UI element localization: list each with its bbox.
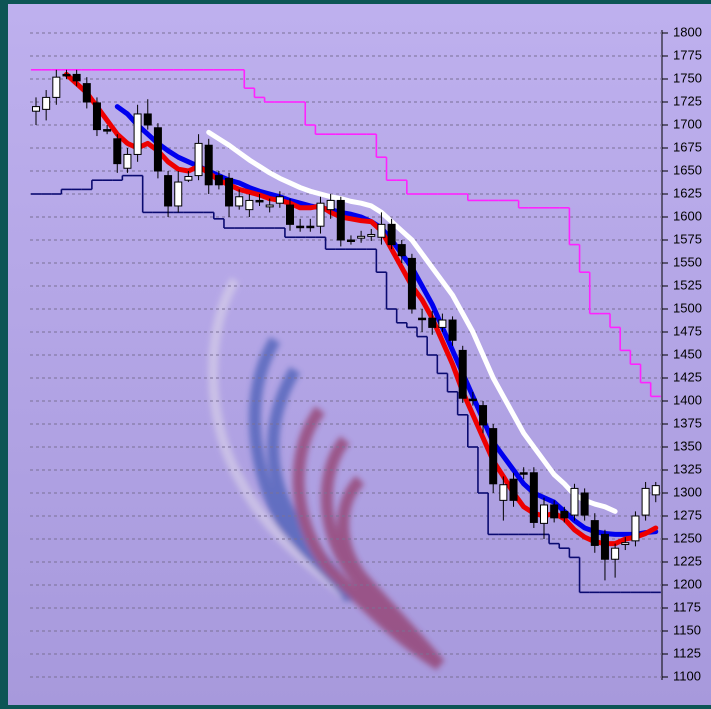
candle-body: [103, 129, 112, 132]
candle-body: [529, 472, 538, 523]
candle-body: [153, 127, 162, 172]
candle-body: [479, 405, 488, 426]
y-tick-label: 1675: [673, 139, 702, 154]
candle-body: [550, 504, 559, 519]
candle-body: [133, 113, 142, 155]
candle-body: [306, 225, 315, 229]
y-tick-label: 1350: [673, 438, 702, 453]
y-tick-label: 1625: [673, 185, 702, 200]
y-tick-label: 1650: [673, 162, 702, 177]
candle-body: [600, 533, 609, 560]
candle-body: [174, 181, 183, 207]
y-tick-label: 1550: [673, 254, 702, 269]
candle-body: [296, 225, 305, 229]
candle-body: [357, 235, 366, 239]
candle-body: [92, 102, 101, 131]
y-tick-label: 1250: [673, 530, 702, 545]
y-tick-label: 1400: [673, 392, 702, 407]
candle-body: [387, 223, 396, 246]
candle-body: [509, 478, 518, 501]
candle-body: [428, 317, 437, 328]
y-tick-label: 1150: [673, 622, 701, 637]
candle-body: [346, 239, 355, 242]
y-tick-label: 1600: [673, 208, 702, 223]
candle-body: [560, 510, 569, 519]
candles-layer: [32, 69, 660, 581]
y-tick-label: 1325: [673, 461, 702, 476]
y-tick-label: 1425: [673, 369, 702, 384]
y-tick-label: 1300: [673, 484, 702, 499]
candle-body: [316, 202, 325, 227]
y-tick-label: 1175: [673, 599, 701, 614]
candle-body: [204, 144, 213, 186]
axis-layer: 1100 1125 1150 1175 1200 1225 1250 1275 1300 1325…: [662, 24, 702, 683]
y-tick-label: 1800: [673, 24, 702, 39]
candle-body: [397, 244, 406, 257]
candle-body: [540, 504, 548, 524]
y-tick-label: 1200: [673, 576, 702, 591]
y-tick-label: 1125: [673, 645, 701, 660]
y-tick-label: 1525: [673, 277, 702, 292]
candle-body: [194, 142, 203, 177]
candle-body: [418, 317, 427, 321]
candle-body: [235, 196, 244, 207]
y-tick-label: 1450: [673, 346, 702, 361]
candle-body: [62, 73, 71, 77]
candle-body: [72, 73, 81, 82]
candle-body: [407, 257, 416, 310]
candle-body: [336, 199, 345, 241]
candle-body: [275, 196, 284, 204]
y-tick-label: 1575: [673, 231, 702, 246]
candle-body: [519, 472, 528, 475]
moving-average-line: [206, 129, 618, 514]
candle-body: [458, 349, 467, 399]
candle-body: [164, 175, 173, 207]
y-tick-label: 1100: [673, 668, 701, 683]
candle-body: [265, 204, 274, 208]
candle-body: [377, 223, 386, 238]
candle-body: [590, 520, 599, 546]
y-tick-label: 1500: [673, 300, 702, 315]
candle-body: [580, 492, 589, 516]
candle-body: [143, 113, 152, 126]
candle-body: [448, 319, 457, 341]
candle-body: [184, 176, 193, 181]
candle-body: [32, 106, 40, 112]
candle-body: [651, 485, 660, 496]
candle-body: [52, 76, 61, 98]
candle-body: [113, 138, 122, 165]
candle-body: [225, 177, 234, 207]
candle-body: [611, 547, 620, 560]
y-tick-label: 1725: [673, 93, 702, 108]
candle-body: [499, 484, 508, 501]
y-tick-label: 1700: [673, 116, 702, 131]
candle-body: [641, 487, 650, 516]
y-tick-label: 1375: [673, 415, 702, 430]
candle-body: [286, 204, 294, 225]
candle-body: [255, 199, 264, 203]
candle-body: [468, 398, 477, 402]
y-tick-label: 1475: [673, 323, 702, 338]
candle-body: [42, 96, 51, 110]
y-tick-label: 1225: [673, 553, 702, 568]
candle-body: [621, 542, 630, 546]
candle-body: [245, 199, 254, 211]
candle-body: [214, 175, 223, 186]
candle-body: [570, 487, 579, 516]
candle-body: [82, 83, 91, 103]
candle-body: [326, 199, 335, 211]
candle-body: [367, 233, 376, 237]
y-tick-label: 1750: [673, 70, 702, 85]
candle-body: [123, 153, 132, 169]
candle-body: [489, 428, 498, 485]
y-tick-label: 1775: [673, 47, 702, 62]
y-tick-label: 1275: [673, 507, 702, 522]
candle-body: [438, 319, 447, 328]
candle-body: [631, 515, 640, 542]
